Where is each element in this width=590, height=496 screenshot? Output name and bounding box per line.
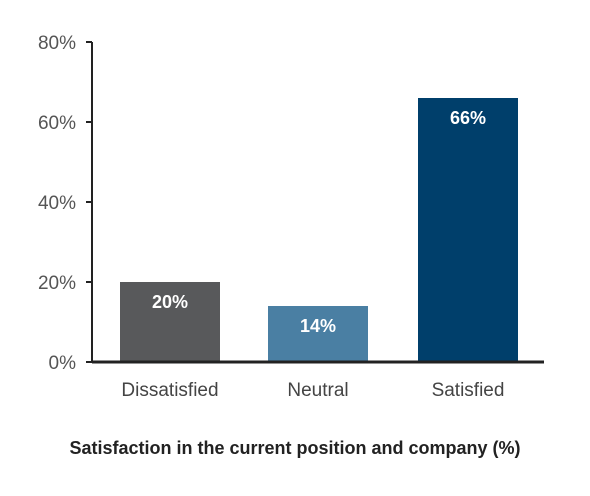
data-label: 66% xyxy=(450,108,486,128)
y-tick-label: 20% xyxy=(38,273,76,294)
bar-chart: 0% 20% 40% 60% 80% 20% Dissatisfied 14% Neutral 6… xyxy=(38,33,544,401)
x-category-label: Satisfied xyxy=(432,380,505,401)
bar-satisfied xyxy=(418,98,518,362)
x-category-label: Dissatisfied xyxy=(121,380,218,401)
bar-dissatisfied xyxy=(120,282,220,362)
y-tick-label: 40% xyxy=(38,193,76,214)
y-tick-label: 80% xyxy=(38,33,76,54)
chart-title: Satisfaction in the current position and… xyxy=(69,438,521,458)
bar-neutral xyxy=(268,306,368,362)
x-category-label: Neutral xyxy=(287,380,348,401)
data-label: 20% xyxy=(152,292,188,312)
y-tick-label: 0% xyxy=(49,353,77,374)
data-label: 14% xyxy=(300,316,336,336)
y-tick-label: 60% xyxy=(38,113,76,134)
